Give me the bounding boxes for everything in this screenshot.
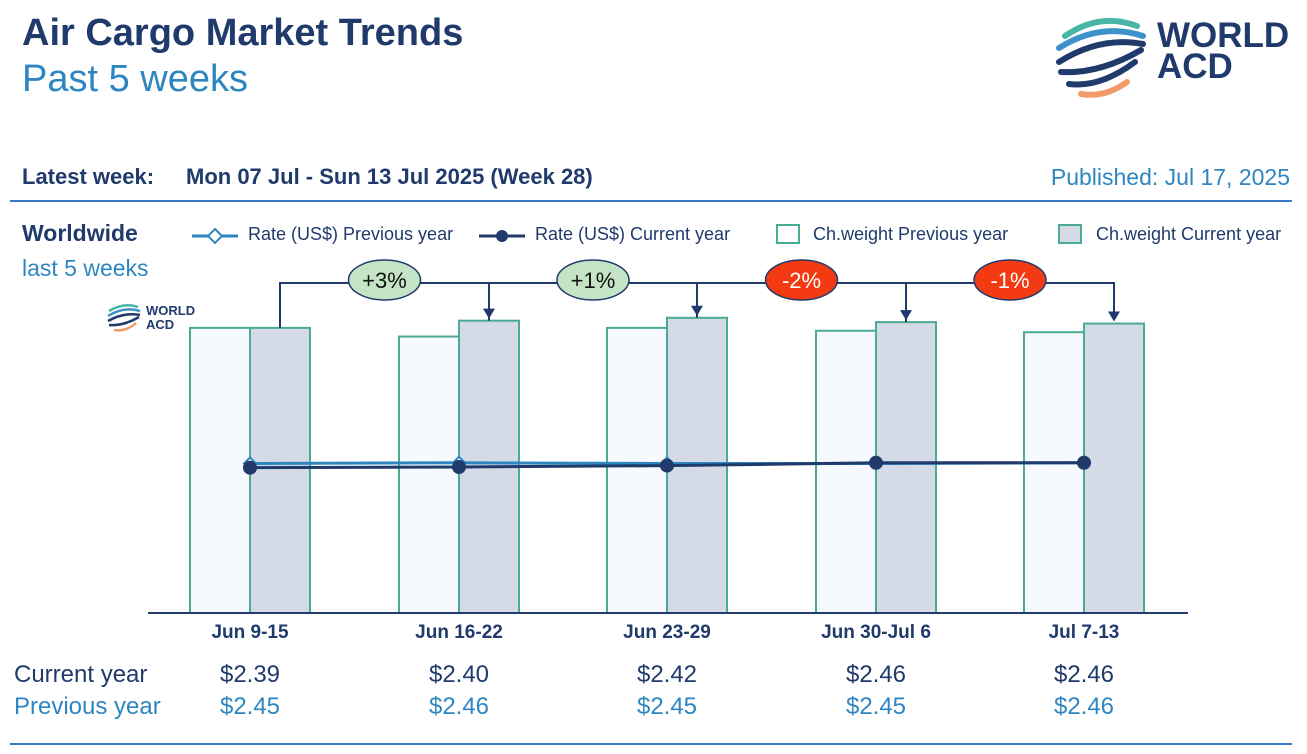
latest-week-value: Mon 07 Jul - Sun 13 Jul 2025 (Week 28) [186, 164, 593, 189]
previous-year-value-2: $2.46 [428, 693, 490, 720]
point-rate-cur-2 [452, 460, 466, 474]
logo-line-1: WORLD [1157, 16, 1290, 55]
current-year-value-3: $2.42 [636, 661, 698, 688]
change-badge-4 [973, 259, 1047, 301]
bar-weight-prev-1 [189, 326, 251, 614]
mini-logo: WORLD ACD [106, 302, 201, 336]
previous-year-row-label: Previous year [14, 693, 161, 720]
page-subtitle: Past 5 weeks [22, 58, 248, 100]
change-label-1: +3% [362, 268, 407, 293]
period-label: last 5 weeks [22, 255, 149, 281]
point-rate-cur-1 [243, 460, 257, 475]
previous-year-value-3: $2.45 [636, 693, 698, 720]
bar-weight-prev-2 [398, 335, 460, 614]
legend-rate-cur-icon [479, 230, 525, 242]
mini-logo-text: WORLD ACD [146, 304, 195, 332]
category-label-1: Jun 9-15 [211, 622, 289, 643]
current-year-value-1: $2.39 [219, 661, 281, 688]
legend-rate-prev-icon [192, 227, 238, 245]
legend-weight-prev: Ch.weight Previous year [813, 224, 1009, 244]
previous-year-value-5: $2.46 [1053, 693, 1115, 720]
point-rate-cur-3 [660, 458, 674, 473]
point-rate-cur-4 [869, 455, 883, 470]
legend-weight-prev-icon [776, 224, 800, 244]
mini-logo-line-2: ACD [146, 317, 175, 332]
legend-rate-cur: Rate (US$) Current year [535, 224, 731, 244]
divider-top [10, 200, 1292, 202]
bar-weight-prev-4 [815, 329, 877, 614]
current-year-row-label: Current year [14, 661, 148, 688]
mini-logo-line-1: WORLD [146, 303, 196, 318]
bar-weight-prev-5 [1023, 331, 1085, 614]
change-badge-2 [556, 259, 630, 301]
current-year-value-5: $2.46 [1053, 661, 1115, 688]
logo-line-2: ACD [1157, 47, 1233, 86]
previous-year-value-4: $2.45 [845, 693, 907, 720]
divider-bottom [10, 743, 1292, 745]
point-rate-cur-5 [1077, 455, 1091, 470]
latest-week-label: Latest week: [22, 164, 155, 189]
previous-year-value-1: $2.45 [219, 693, 281, 720]
change-label-2: +1% [571, 268, 616, 293]
legend-weight-cur-icon [1058, 224, 1082, 244]
legend-rate-prev: Rate (US$) Previous year [248, 224, 454, 244]
change-badge-3 [764, 259, 839, 301]
legend-weight-cur: Ch.weight Current year [1096, 224, 1282, 244]
change-badge-1 [347, 259, 422, 301]
category-label-3: Jun 23-29 [623, 622, 711, 643]
change-label-3: -2% [782, 268, 821, 293]
current-year-value-2: $2.40 [428, 661, 490, 688]
world-acd-logo: WORLD ACD [1055, 14, 1295, 104]
bar-weight-cur-4 [875, 321, 937, 614]
change-arrow-4 [1108, 311, 1120, 322]
bar-weight-prev-3 [606, 326, 668, 614]
bar-weight-cur-5 [1083, 322, 1145, 614]
change-label-4: -1% [990, 268, 1029, 293]
current-year-value-4: $2.46 [845, 661, 907, 688]
mini-logo-icon [107, 303, 141, 332]
page-title: Air Cargo Market Trends [22, 12, 464, 54]
world-acd-logo-icon [1056, 17, 1146, 98]
published-date: Published: Jul 17, 2025 [1050, 164, 1290, 190]
category-label-5: Jul 7-13 [1048, 622, 1120, 643]
bar-weight-cur-1 [249, 326, 311, 614]
logo-text: WORLD ACD [1157, 16, 1290, 86]
category-label-2: Jun 16-22 [415, 622, 503, 643]
region-label: Worldwide [22, 220, 138, 246]
category-label-4: Jun 30-Jul 6 [821, 622, 931, 643]
